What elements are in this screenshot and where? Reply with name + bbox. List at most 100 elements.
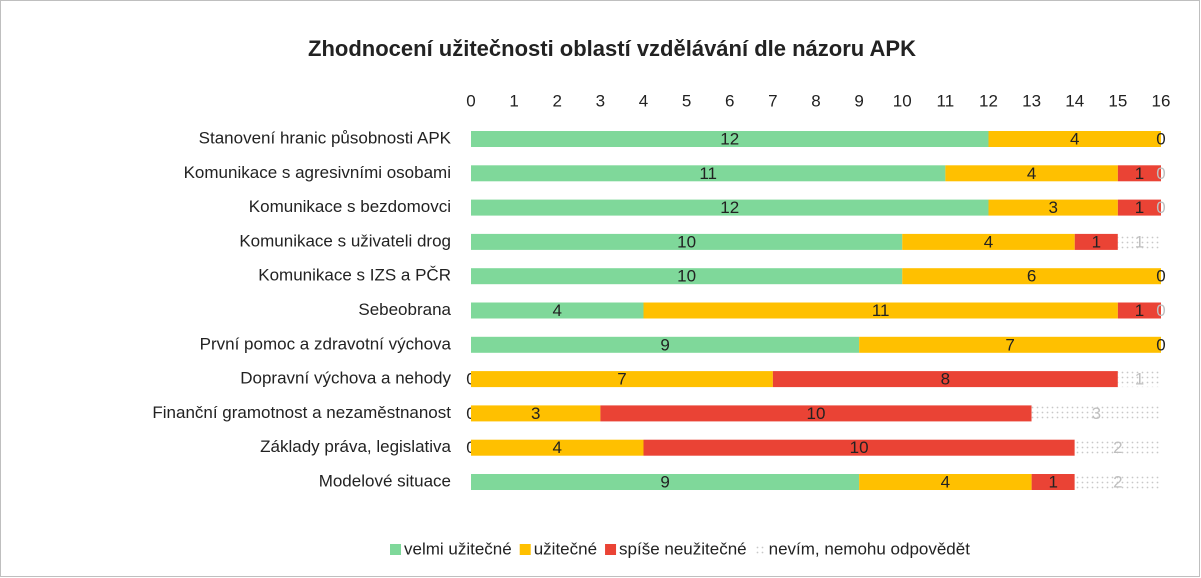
data-label: 1 — [1092, 232, 1101, 251]
data-label: 11 — [699, 164, 717, 183]
x-tick-label: 8 — [811, 91, 820, 110]
bar-segment — [1074, 439, 1161, 456]
data-label: 3 — [531, 404, 540, 423]
data-label: 7 — [1005, 335, 1014, 354]
data-label: 11 — [872, 301, 890, 320]
x-tick-label: 13 — [1022, 91, 1041, 110]
bar-segment — [1117, 199, 1161, 216]
bar-segment — [471, 439, 644, 456]
data-label: 1 — [1135, 164, 1144, 183]
bar-segment — [471, 233, 903, 250]
x-tick-label: 16 — [1152, 91, 1171, 110]
x-tick-label: 6 — [725, 91, 734, 110]
legend-swatch — [605, 544, 617, 555]
data-label: 1 — [1135, 301, 1144, 320]
bar-segment — [1074, 474, 1161, 490]
data-label: 3 — [1048, 198, 1057, 217]
data-label: 0 — [1156, 301, 1165, 320]
bar-segment — [902, 268, 1161, 285]
x-tick-label: 2 — [553, 91, 562, 110]
data-label: 7 — [617, 370, 626, 389]
y-tick-label: Komunikace s agresivními osobami — [184, 163, 451, 182]
bar-segment — [859, 336, 1161, 353]
data-label: 4 — [553, 301, 562, 320]
data-label: 3 — [1092, 404, 1101, 423]
bar-segment — [902, 233, 1075, 250]
legend-label: velmi užitečné — [404, 539, 512, 558]
legend-label: spíše neužitečné — [619, 539, 747, 558]
chart-title: Zhodnocení užitečnosti oblastí vzděláván… — [308, 36, 916, 61]
bar-segment — [471, 131, 989, 147]
data-label: 9 — [660, 335, 669, 354]
legend-swatch — [519, 544, 531, 555]
data-label: 1 — [1135, 370, 1144, 389]
bar-segment — [1117, 371, 1161, 388]
bar-segment — [471, 405, 601, 422]
x-tick-label: 3 — [596, 91, 605, 110]
data-label: 0 — [1156, 198, 1165, 217]
y-tick-label: Dopravní výchova a nehody — [240, 369, 451, 388]
x-tick-label: 4 — [639, 91, 648, 110]
data-label: 9 — [660, 472, 669, 491]
y-tick-label: Komunikace s uživateli drog — [239, 231, 451, 250]
data-label: 0 — [1156, 335, 1165, 354]
y-tick-label: Komunikace s bezdomovci — [249, 197, 451, 216]
bar-segment — [859, 474, 1032, 490]
data-label: 1 — [1135, 198, 1144, 217]
y-tick-label: Finanční gramotnost a nezaměstnanost — [152, 403, 451, 422]
data-label: 2 — [1113, 472, 1122, 491]
legend-swatch — [390, 544, 401, 555]
y-tick-label: Sebeobrana — [358, 300, 451, 319]
bar-segment — [643, 439, 1075, 456]
data-label: 10 — [850, 438, 869, 457]
data-label: 4 — [553, 438, 562, 457]
x-tick-label: 7 — [768, 91, 777, 110]
legend-label: užitečné — [534, 539, 597, 558]
data-label: 0 — [1156, 164, 1165, 183]
data-label: 0 — [1156, 267, 1165, 286]
bar-segment — [1031, 405, 1161, 422]
bar-segment — [471, 371, 773, 388]
bar-segment — [1031, 474, 1075, 490]
x-tick-label: 10 — [893, 91, 912, 110]
bar-segment — [1074, 233, 1118, 250]
legend-swatch — [754, 544, 766, 555]
bar-segment — [988, 131, 1161, 147]
bar-segment — [772, 371, 1118, 388]
bar-segment — [1117, 302, 1161, 319]
x-tick-label: 9 — [854, 91, 863, 110]
data-label: 6 — [1027, 267, 1036, 286]
data-label: 12 — [720, 198, 739, 217]
bar-segment — [988, 199, 1118, 216]
bar-segment — [471, 268, 903, 285]
data-label: 0 — [1156, 129, 1165, 148]
y-tick-label: Modelové situace — [319, 471, 451, 490]
data-label: 4 — [1070, 129, 1079, 148]
y-tick-label: První pomoc a zdravotní výchova — [200, 334, 452, 353]
bar-segment — [471, 199, 989, 216]
y-tick-label: Základy práva, legislativa — [260, 437, 451, 456]
x-tick-label: 5 — [682, 91, 691, 110]
bar-segment — [643, 302, 1118, 319]
data-label: 10 — [807, 404, 826, 423]
data-label: 2 — [1113, 438, 1122, 457]
data-label: 1 — [1048, 472, 1057, 491]
data-label: 4 — [941, 472, 950, 491]
bar-segment — [1117, 233, 1161, 250]
x-tick-label: 11 — [937, 91, 955, 110]
data-label: 4 — [984, 232, 993, 251]
bar-segment — [471, 474, 860, 490]
x-tick-label: 15 — [1108, 91, 1127, 110]
bar-segment — [600, 405, 1032, 422]
x-tick-label: 0 — [466, 91, 475, 110]
x-tick-label: 1 — [509, 91, 518, 110]
data-label: 8 — [941, 370, 950, 389]
bar-segment — [471, 336, 860, 353]
y-tick-label: Stanovení hranic působnosti APK — [199, 128, 452, 147]
data-label: 10 — [677, 232, 696, 251]
data-label: 4 — [1027, 164, 1036, 183]
bar-segment — [471, 302, 644, 319]
y-tick-label: Komunikace s IZS a PČR — [258, 266, 451, 285]
